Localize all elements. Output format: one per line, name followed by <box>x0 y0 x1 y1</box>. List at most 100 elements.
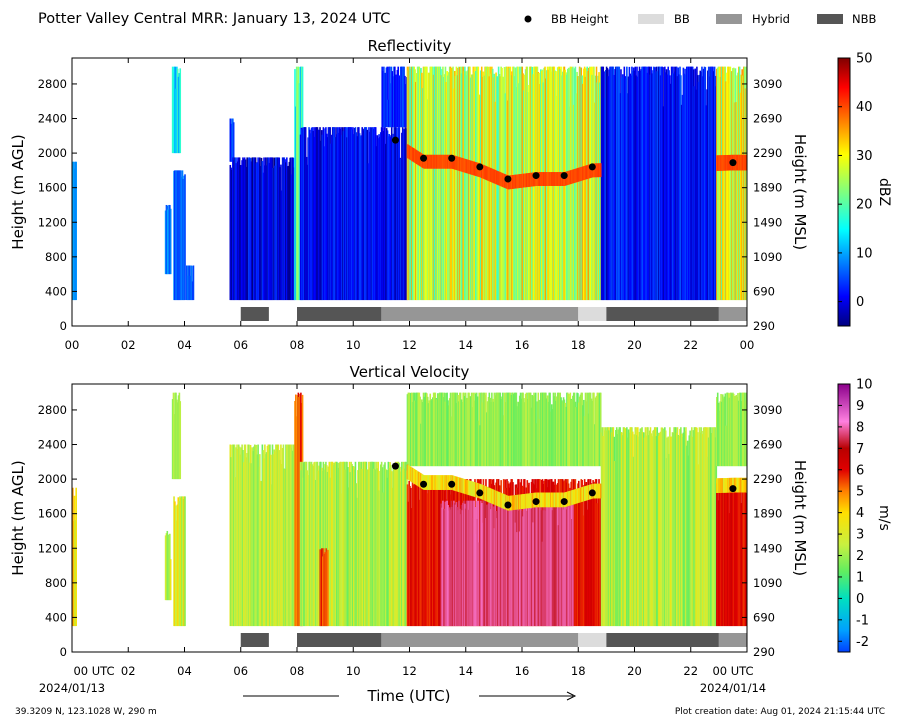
bright-band-cell <box>558 492 561 508</box>
bright-band-cell <box>435 154 437 169</box>
bright-band-cell <box>529 493 531 509</box>
heatmap-cell <box>72 521 75 627</box>
legend-nbb-label: NBB <box>852 12 876 26</box>
heatmap-cell <box>706 456 708 627</box>
heatmap-cell <box>731 71 733 301</box>
heatmap-cell <box>365 461 368 627</box>
heatmap-cell <box>483 392 486 467</box>
heatmap-cell <box>376 135 379 301</box>
bb-height-point <box>391 136 399 144</box>
heatmap-cell <box>534 502 536 627</box>
heatmap-cell <box>574 66 577 301</box>
heatmap-cell <box>178 501 180 627</box>
heatmap-cell <box>232 160 235 301</box>
heatmap-cell <box>294 400 296 627</box>
heatmap-cell <box>534 392 537 467</box>
heatmap-cell <box>393 66 395 128</box>
heatmap-cell <box>325 548 328 627</box>
heatmap-cell <box>506 392 508 467</box>
heatmap-cell <box>410 392 413 467</box>
heatmap-cell <box>401 461 403 627</box>
bright-band-cell <box>581 487 583 502</box>
bright-band-cell <box>570 170 572 184</box>
heatmap-cell <box>648 430 651 627</box>
heatmap-cell <box>547 401 550 467</box>
figure-title: Potter Valley Central MRR: January 13, 2… <box>38 11 390 27</box>
bright-band-cell <box>444 154 447 169</box>
heatmap-cell <box>640 69 643 301</box>
bright-band-cell <box>739 154 742 171</box>
bright-band-cell <box>522 494 524 509</box>
bright-band-cell <box>528 493 530 509</box>
heatmap-cell <box>245 166 248 301</box>
bright-band-cell <box>480 163 482 178</box>
bright-band-cell <box>468 480 470 496</box>
bright-band-cell <box>420 473 422 488</box>
bright-band-cell <box>424 154 427 169</box>
heatmap-cell <box>255 444 258 627</box>
heatmap-cell <box>513 394 515 467</box>
heatmap-cell <box>685 445 688 627</box>
heatmap-cell <box>466 70 469 301</box>
heatmap-cell <box>493 528 496 627</box>
heatmap-cell <box>682 432 685 627</box>
heatmap-cell <box>675 66 677 301</box>
heatmap-cell <box>633 70 636 301</box>
y-tick-label: 1600 <box>38 181 67 195</box>
x-tick-label: 04 <box>177 664 192 678</box>
bright-band-cell <box>556 172 558 186</box>
heatmap-cell <box>240 447 243 627</box>
heatmap-cell <box>694 427 697 627</box>
heatmap-cell <box>414 479 416 627</box>
heatmap-cell <box>642 66 644 301</box>
heatmap-cell <box>429 393 432 467</box>
heatmap-cell <box>617 66 620 301</box>
bright-band-cell <box>473 481 475 497</box>
heatmap-cell <box>716 485 719 627</box>
bright-band-cell <box>546 172 549 186</box>
heatmap-cell <box>468 509 470 627</box>
heatmap-cell <box>233 444 236 627</box>
heatmap-cell <box>551 408 554 467</box>
heatmap-cell <box>426 66 428 301</box>
heatmap-cell <box>557 525 560 627</box>
heatmap-cell <box>598 479 600 627</box>
heatmap-cell <box>595 66 598 301</box>
heatmap-cell <box>513 500 515 627</box>
bright-band-cell <box>432 154 434 169</box>
heatmap-cell <box>439 392 442 467</box>
heatmap-cell <box>360 135 363 301</box>
bright-band-cell <box>725 478 727 493</box>
heatmap-cell <box>432 66 434 301</box>
bright-band-cell <box>523 493 526 509</box>
heatmap-cell <box>264 444 266 627</box>
bright-band-cell <box>523 494 525 509</box>
heatmap-cell <box>589 392 592 467</box>
heatmap-cell <box>498 500 501 627</box>
heatmap-cell <box>603 427 605 627</box>
bright-band-cell <box>410 466 412 482</box>
heatmap-cell <box>545 392 547 467</box>
y-right-tick-label: 690 <box>753 284 775 298</box>
heatmap-cell <box>457 510 459 627</box>
heatmap-cell <box>566 392 568 467</box>
bright-band-cell <box>542 172 545 186</box>
bright-band-cell <box>560 492 562 508</box>
bright-band-cell <box>596 163 599 178</box>
y-right-tick-label: 1490 <box>753 215 782 229</box>
bright-band-cell <box>522 173 524 188</box>
bright-band-cell <box>491 488 493 504</box>
heatmap-cell <box>340 461 342 627</box>
bright-band-cell <box>440 475 443 490</box>
bright-band-cell <box>594 163 597 178</box>
heatmap-cell <box>585 401 588 467</box>
bright-band-cell <box>502 493 504 509</box>
heatmap-cell <box>527 392 529 467</box>
x-tick-label: 00 UTC <box>73 664 114 678</box>
heatmap-cell <box>396 464 398 627</box>
heatmap-cell <box>174 392 176 480</box>
bright-band-cell <box>408 465 410 481</box>
heatmap-cell <box>510 505 513 627</box>
heatmap-cell <box>413 392 416 467</box>
heatmap-cell <box>556 392 559 467</box>
